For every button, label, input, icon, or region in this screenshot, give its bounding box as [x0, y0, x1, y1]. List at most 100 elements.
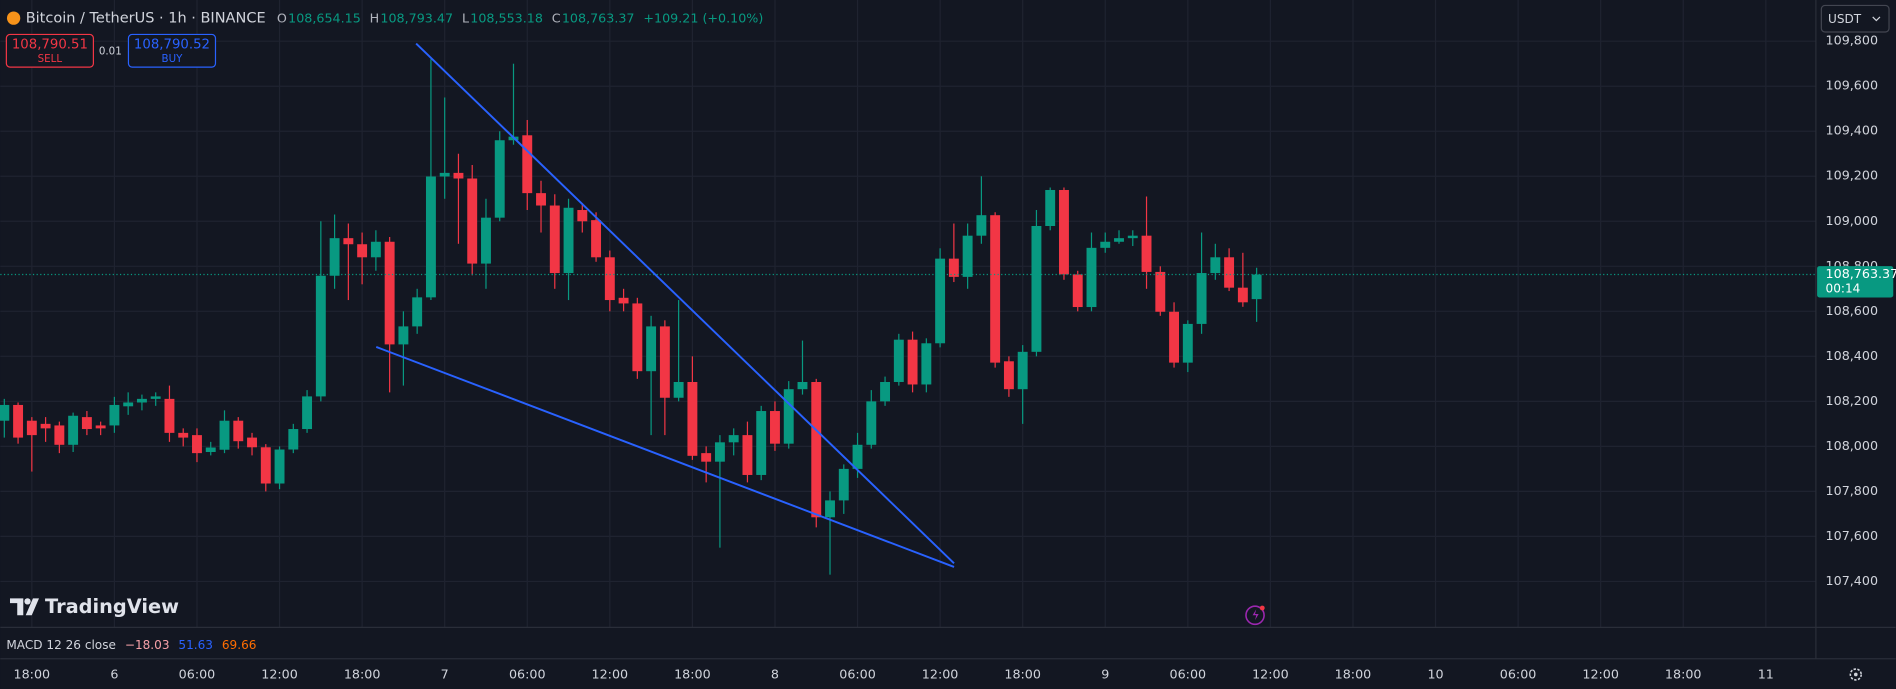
candle-body	[907, 339, 918, 385]
ohlc-key: L	[462, 10, 469, 25]
y-tick-label: 109,000	[1826, 213, 1878, 228]
candle-body	[893, 339, 904, 382]
currency: USDT	[1828, 12, 1862, 26]
y-tick-label: 107,600	[1826, 528, 1878, 543]
candle-body	[825, 500, 835, 518]
candle-body	[783, 389, 794, 444]
dropdown-box	[1820, 4, 1890, 33]
y-tick-label: 108,200	[1826, 393, 1878, 408]
candle-body	[425, 176, 436, 298]
candle-body	[274, 449, 285, 484]
settings-icon[interactable]	[1849, 668, 1863, 681]
ohlc-key: C	[552, 10, 561, 25]
candle-body	[1251, 274, 1262, 300]
candle-body	[756, 411, 767, 475]
candle-body	[1045, 189, 1056, 227]
sell-box	[5, 33, 95, 68]
trend-line	[415, 42, 955, 564]
candle-body	[1182, 323, 1193, 363]
candle-body	[302, 396, 313, 430]
candle-body	[315, 275, 326, 397]
candle-body	[178, 432, 189, 438]
candle-body	[68, 415, 79, 445]
chevron	[1872, 16, 1881, 22]
x-tick-label: 12:00	[592, 667, 629, 682]
candle-body	[136, 398, 147, 403]
logo-mark	[9, 598, 40, 616]
x-tick-label: 18:00	[1004, 667, 1041, 682]
macd-legend: MACD 12 26 close −18.03 51.63 69.66	[6, 636, 256, 651]
logo-dot	[24, 598, 31, 605]
buy-button[interactable]: 108,790.52 BUY	[127, 33, 217, 68]
candle-body	[948, 258, 959, 277]
x-tick-label: 18:00	[344, 667, 381, 682]
candle-body	[343, 238, 354, 245]
candle-body	[604, 257, 615, 301]
macd-value: 69.66	[222, 637, 257, 651]
candle-body	[866, 401, 877, 445]
candle-body	[247, 437, 257, 448]
candle-body	[288, 429, 299, 450]
candle-body	[646, 326, 657, 372]
candle-body	[976, 215, 987, 236]
y-tick-label: 108,600	[1826, 303, 1878, 318]
price-tag-countdown: 00:14	[1826, 282, 1861, 296]
currency-dropdown[interactable]: USDT	[1820, 4, 1890, 33]
x-tick-label: 7	[441, 667, 449, 682]
macd-value: −18.03	[125, 637, 170, 651]
candle-body	[95, 425, 106, 429]
sell-label: SELL	[38, 53, 63, 65]
x-tick-label: 18:00	[14, 667, 51, 682]
candle-body	[1155, 271, 1166, 312]
x-tick-label: 18:00	[1665, 667, 1702, 682]
x-tick-label: 06:00	[1500, 667, 1537, 682]
y-tick-label: 109,600	[1826, 78, 1878, 93]
sell-button[interactable]: 108,790.51 SELL	[5, 33, 95, 68]
x-tick-label: 12:00	[261, 667, 298, 682]
candle-body	[1059, 189, 1069, 275]
candle-body	[398, 326, 409, 345]
candle-body	[109, 404, 120, 426]
candle-body	[701, 453, 712, 462]
y-tick-label: 109,200	[1826, 168, 1878, 183]
candle-body	[659, 326, 670, 398]
ohlc-value: 108,553.18	[470, 10, 543, 25]
axes: 107,400 107,600 107,800 108,000 108,200 108,4…	[14, 33, 1878, 682]
candle-body	[921, 343, 932, 385]
candle-body	[219, 420, 230, 450]
candle-body	[728, 435, 739, 443]
candle-body	[81, 417, 92, 430]
candle-body	[549, 205, 560, 274]
candle-body	[439, 172, 450, 177]
candle-body	[384, 241, 395, 345]
alert-bolt	[1252, 609, 1259, 621]
candle-body	[673, 381, 684, 398]
symbol: Bitcoin / TetherUS · 1h · BINANCE	[26, 11, 266, 27]
change: +109.21 (+0.10%)	[643, 10, 763, 25]
candle-body	[770, 411, 780, 444]
candle-body	[164, 398, 175, 433]
ohlc-key: O	[277, 10, 287, 25]
spread: 0.01	[99, 45, 122, 57]
candle-body	[1237, 287, 1248, 303]
x-tick-label: 18:00	[1335, 667, 1372, 682]
candle-body	[536, 193, 546, 206]
candle-body	[935, 258, 946, 344]
y-tick-label: 108,000	[1826, 438, 1878, 453]
alert-icon[interactable]	[1245, 605, 1265, 626]
candle-body	[123, 402, 134, 407]
candle-body	[1141, 235, 1152, 272]
x-tick-label: 9	[1101, 667, 1109, 682]
candle-body	[467, 178, 478, 264]
x-tick-label: 06:00	[839, 667, 876, 682]
candle-body	[797, 381, 808, 390]
candle-body	[687, 381, 698, 456]
y-tick-label: 108,400	[1826, 348, 1878, 363]
candle-body	[1086, 247, 1097, 308]
sell-price: 108,790.51	[12, 38, 88, 53]
x-tick-label: 06:00	[1170, 667, 1207, 682]
candle-body	[26, 420, 37, 436]
candle-body	[1169, 311, 1180, 363]
ohlc-value: 108,793.47	[380, 10, 453, 25]
candle-body	[591, 220, 602, 258]
